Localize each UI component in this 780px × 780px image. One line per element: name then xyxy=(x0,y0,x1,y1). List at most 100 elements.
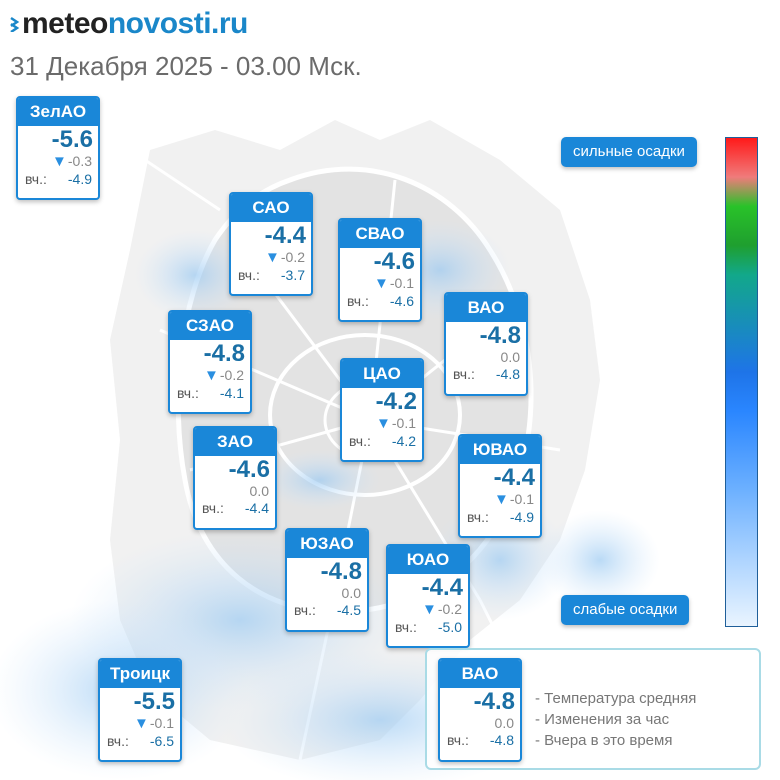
district-name: ЮАО xyxy=(388,546,468,574)
average-temperature: -4.8 xyxy=(203,340,245,367)
yesterday-row: вч.: -4.4 xyxy=(195,499,275,517)
yesterday-value: -4.6 xyxy=(389,293,414,309)
hourly-change-value: -0.2 xyxy=(437,601,462,617)
average-temperature: -4.2 xyxy=(375,388,417,415)
yesterday-value: -5.0 xyxy=(437,619,462,635)
yesterday-row: вч.: -4.8 xyxy=(440,731,520,749)
yesterday-value: -4.1 xyxy=(219,385,244,401)
yesterday-row: вч.: -4.5 xyxy=(287,601,367,619)
yesterday-value: -4.9 xyxy=(67,171,92,187)
average-temperature: -5.5 xyxy=(133,688,175,715)
legend-explanations: - Температура средняя - Изменения за час… xyxy=(535,688,696,751)
yesterday-row: вч.: -3.7 xyxy=(231,266,311,284)
average-temperature: -4.8 xyxy=(479,322,521,349)
district-name: САО xyxy=(231,194,311,222)
district-name: ВАО xyxy=(440,660,520,688)
forecast-datetime: 31 Декабря 2025 - 03.00 Мск. xyxy=(10,51,362,81)
district-card-11[interactable]: Троицк -5.5 ▼-0.1 вч.: -6.5 xyxy=(98,658,182,762)
hourly-change-value: -0.1 xyxy=(149,715,174,731)
hourly-change: ▼-0.1 xyxy=(100,715,180,732)
yesterday-value: -4.2 xyxy=(391,433,416,449)
average-temperature: -5.6 xyxy=(51,126,93,153)
average-temperature: -4.8 xyxy=(320,558,362,585)
district-name: ЮВАО xyxy=(460,436,540,464)
hourly-change: ▼-0.2 xyxy=(388,601,468,618)
district-card-2[interactable]: САО -4.4 ▼-0.2 вч.: -3.7 xyxy=(229,192,313,296)
precipitation-scale-bar xyxy=(725,137,758,627)
yesterday-label: вч.: xyxy=(238,267,260,283)
legend-line-change: - Изменения за час xyxy=(535,711,670,728)
logo-text-novosti: novosti.ru xyxy=(107,7,249,40)
trend-down-icon: ▼ xyxy=(374,275,389,292)
average-temperature: -4.4 xyxy=(421,574,463,601)
site-logo[interactable]: meteonovosti.ru xyxy=(10,6,248,42)
hourly-change: 0.0 xyxy=(195,483,275,499)
yesterday-value: -6.5 xyxy=(149,733,174,749)
yesterday-value: -4.4 xyxy=(244,500,269,516)
hourly-change-value: 0.0 xyxy=(341,585,361,601)
logo-text-meteo: meteo xyxy=(22,7,108,40)
yesterday-value: -4.8 xyxy=(495,366,520,382)
average-temperature: -4.8 xyxy=(473,688,515,715)
yesterday-value: -4.9 xyxy=(509,509,534,525)
district-card-6[interactable]: ЦАО -4.2 ▼-0.1 вч.: -4.2 xyxy=(340,358,424,462)
hourly-change: ▼-0.2 xyxy=(170,367,250,384)
hourly-change-value: -0.2 xyxy=(280,249,305,265)
trend-down-icon: ▼ xyxy=(265,249,280,266)
district-name: Троицк xyxy=(100,660,180,688)
yesterday-row: вч.: -6.5 xyxy=(100,732,180,750)
yesterday-label: вч.: xyxy=(467,509,489,525)
district-card-7[interactable]: ЗАО -4.6 0.0 вч.: -4.4 xyxy=(193,426,277,530)
hourly-change-value: -0.1 xyxy=(389,275,414,291)
yesterday-row: вч.: -4.8 xyxy=(446,365,526,383)
average-temperature: -4.4 xyxy=(264,222,306,249)
hourly-change-value: 0.0 xyxy=(494,715,514,731)
yesterday-row: вч.: -4.2 xyxy=(342,432,422,450)
yesterday-value: -4.5 xyxy=(336,602,361,618)
legend-line-temp: - Температура средняя xyxy=(535,690,697,707)
yesterday-row: вч.: -4.1 xyxy=(170,384,250,402)
district-name: СВАО xyxy=(340,220,420,248)
district-name: ЗАО xyxy=(195,428,275,456)
trend-down-icon: ▼ xyxy=(134,715,149,732)
hourly-change-value: 0.0 xyxy=(249,483,269,499)
hourly-change: ▼-0.1 xyxy=(460,491,540,508)
hourly-change-value: -0.2 xyxy=(219,367,244,383)
district-name: СЗАО xyxy=(170,312,250,340)
district-card-1[interactable]: ЗелАО -5.6 ▼-0.3 вч.: -4.9 xyxy=(16,96,100,200)
yesterday-label: вч.: xyxy=(447,732,469,748)
district-card-4[interactable]: ВАО -4.8 0.0 вч.: -4.8 xyxy=(444,292,528,396)
district-name: ЗелАО xyxy=(18,98,98,126)
hourly-change: ▼-0.3 xyxy=(18,153,98,170)
district-card-8[interactable]: ЮВАО -4.4 ▼-0.1 вч.: -4.9 xyxy=(458,434,542,538)
yesterday-row: вч.: -4.9 xyxy=(460,508,540,526)
average-temperature: -4.6 xyxy=(373,248,415,275)
district-name: ЮЗАО xyxy=(287,530,367,558)
district-card-10[interactable]: ЮАО -4.4 ▼-0.2 вч.: -5.0 xyxy=(386,544,470,648)
yesterday-label: вч.: xyxy=(349,433,371,449)
hourly-change: ▼-0.1 xyxy=(342,415,422,432)
yesterday-label: вч.: xyxy=(294,602,316,618)
trend-down-icon: ▼ xyxy=(494,491,509,508)
hourly-change-value: -0.1 xyxy=(509,491,534,507)
trend-down-icon: ▼ xyxy=(376,415,391,432)
yesterday-value: -4.8 xyxy=(489,732,514,748)
trend-down-icon: ▼ xyxy=(52,153,67,170)
scale-label-light: слабые осадки xyxy=(561,595,690,625)
yesterday-row: вч.: -5.0 xyxy=(388,618,468,636)
district-name: ВАО xyxy=(446,294,526,322)
hourly-change-value: 0.0 xyxy=(500,349,520,365)
district-card-5[interactable]: СЗАО -4.8 ▼-0.2 вч.: -4.1 xyxy=(168,310,252,414)
yesterday-label: вч.: xyxy=(107,733,129,749)
district-card-9[interactable]: ЮЗАО -4.8 0.0 вч.: -4.5 xyxy=(285,528,369,632)
district-card-3[interactable]: СВАО -4.6 ▼-0.1 вч.: -4.6 xyxy=(338,218,422,322)
hourly-change: ▼-0.2 xyxy=(231,249,311,266)
hourly-change: 0.0 xyxy=(446,349,526,365)
hourly-change: 0.0 xyxy=(440,715,520,731)
yesterday-value: -3.7 xyxy=(280,267,305,283)
average-temperature: -4.4 xyxy=(493,464,535,491)
yesterday-label: вч.: xyxy=(453,366,475,382)
yesterday-label: вч.: xyxy=(347,293,369,309)
yesterday-label: вч.: xyxy=(395,619,417,635)
hourly-change-value: -0.3 xyxy=(67,153,92,169)
